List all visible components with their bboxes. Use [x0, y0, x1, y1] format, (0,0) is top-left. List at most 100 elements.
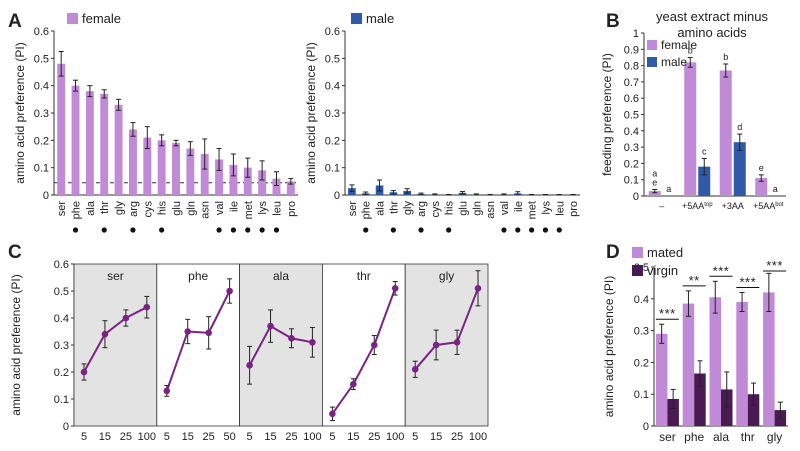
- b-bar-male-1: [698, 166, 711, 196]
- c-y-tick-label: 0.4: [54, 313, 69, 325]
- panel-label-c: C: [8, 242, 22, 263]
- c-point-thr-100: [391, 285, 399, 292]
- a-female-bar-ala: [85, 91, 94, 195]
- a-male-essential-dot-his: [446, 227, 452, 233]
- d-y-tick-label: 0.2: [634, 357, 649, 369]
- a-female-bar-glu: [172, 143, 180, 195]
- a-female-bar-arg: [128, 129, 137, 195]
- a-female-bar-ser: [57, 63, 66, 195]
- b-y-tick-label: 1: [633, 28, 639, 40]
- d-legend-label-mated: mated: [647, 245, 683, 260]
- c-x-tick-label-phe-5: 5: [164, 431, 170, 443]
- a-male-essential-dot-ile: [515, 227, 521, 233]
- c-subplot-title-phe: phe: [188, 269, 208, 283]
- c-x-tick-label-ala-5: 5: [247, 431, 253, 443]
- a-male-x-tick-label-thr: thr: [388, 201, 400, 214]
- a-female-x-tick-label-val: val: [214, 201, 226, 215]
- a-male-essential-dot-val: [501, 227, 507, 233]
- d-y-tick-label: 0: [643, 421, 649, 433]
- b-letter-female-3: e: [759, 163, 764, 173]
- b-bar-female-0: [648, 191, 661, 196]
- d-y-tick-label: 0.3: [634, 326, 649, 338]
- c-x-tick-label-gly-15: 15: [430, 431, 442, 443]
- c-y-tick-label: 0.1: [54, 394, 69, 406]
- a-male-legend-swatch: [351, 13, 362, 24]
- c-line-ala: [248, 324, 313, 366]
- a-male-x-tick-label-arg: arg: [416, 201, 428, 217]
- a-female-x-tick-label-ser: ser: [56, 201, 68, 217]
- c-point-ser-100: [143, 303, 151, 311]
- a-male-essential-dot-lys: [542, 227, 549, 233]
- c-y-tick-label: 0.2: [54, 367, 69, 379]
- d-bar-virgin-thr: [747, 394, 760, 426]
- c-subplot-frame-phe: [156, 263, 241, 427]
- d-y-tick-label: 0.1: [634, 389, 649, 401]
- c-subplot-title-ser: ser: [107, 269, 124, 283]
- a-female-essential-dot-lys: [259, 227, 265, 233]
- a-male-y-tick-label: 0.3: [325, 108, 340, 120]
- panel-label-d: D: [606, 242, 620, 263]
- a-female-essential-dot-thr: [101, 227, 107, 233]
- a-female-bar-phe: [71, 85, 80, 195]
- a-male-essential-dot-arg: [418, 227, 424, 233]
- b-letter-female-0: a: [652, 168, 657, 178]
- a-female-bar-met: [243, 167, 252, 195]
- d-y-axis-label: amino acid preference (PI): [602, 276, 616, 417]
- c-line-thr: [331, 287, 397, 415]
- a-female-x-tick-label-met: met: [243, 201, 255, 219]
- a-female-y-tick-label: 0: [43, 190, 49, 202]
- c-subplot-title-thr: thr: [357, 269, 371, 283]
- b-letter-female-1: b: [688, 45, 693, 55]
- c-x-tick-label-gly-100: 100: [469, 431, 487, 443]
- b-bar-female-3: [755, 178, 768, 196]
- a-female-x-tick-label-asn: asn: [200, 201, 212, 219]
- c-point-gly-100: [474, 285, 482, 292]
- a-male-y-tick-label: 0.6: [325, 26, 340, 38]
- c-point-thr-15: [350, 380, 357, 388]
- d-x-tick-label-thr: thr: [741, 430, 755, 444]
- b-letter-male-1: c: [702, 147, 707, 157]
- a-male-x-tick-label-phe: phe: [361, 201, 373, 219]
- b-y-tick-label: 0.1: [624, 175, 639, 187]
- d-legend-swatch-virgin: [632, 265, 643, 276]
- b-letter-male-0: a: [666, 184, 671, 194]
- b-bar-male-2: [733, 142, 746, 196]
- c-x-tick-label-ser-25: 25: [120, 431, 132, 443]
- a-female-bar-ile: [229, 164, 238, 195]
- c-point-gly-25: [453, 339, 461, 346]
- b-legend-swatch-male: [647, 57, 657, 67]
- c-line-ser: [83, 306, 148, 373]
- a-female-y-tick-label: 0.5: [34, 53, 49, 65]
- c-point-thr-5: [329, 410, 336, 418]
- d-x-tick-label-ser: ser: [659, 430, 676, 444]
- d-x-tick-label-gly: gly: [767, 430, 782, 444]
- b-legend-label-female: female: [661, 38, 697, 52]
- a-male-x-tick-label-gln: gln: [471, 201, 483, 216]
- a-female-x-tick-label-cys: cys: [142, 201, 154, 218]
- a-female-bar-thr: [100, 93, 109, 195]
- a-male-x-tick-label-leu: leu: [554, 201, 566, 216]
- b-y-tick-label: 0.5: [624, 110, 639, 122]
- b-letter-male-3: a: [773, 184, 778, 194]
- a-male-essential-dot-phe: [363, 227, 369, 233]
- a-male-x-tick-label-glu: glu: [458, 201, 470, 216]
- c-x-tick-label-ser-15: 15: [99, 431, 111, 443]
- b-y-tick-label: 0.2: [624, 158, 639, 170]
- b-x-tick-label-1: +5AAtop: [682, 201, 713, 211]
- d-significance-ser: ***: [659, 306, 676, 321]
- b-bar-female-1: [684, 62, 697, 197]
- a-female-essential-dot-his: [159, 227, 165, 233]
- a-female-y-tick-label: 0.6: [34, 26, 49, 38]
- a-male-x-tick-label-ile: ile: [513, 201, 525, 212]
- c-x-tick-label-ala-15: 15: [264, 431, 276, 443]
- c-x-tick-label-thr-25: 25: [368, 431, 380, 443]
- c-y-tick-label: 0.3: [54, 340, 69, 352]
- a-female-x-tick-label-thr: thr: [99, 201, 111, 214]
- a-male-y-tick-label: 0.4: [325, 81, 340, 93]
- c-point-ala-15: [267, 322, 274, 330]
- a-female-bar-val: [215, 159, 224, 195]
- c-point-phe-15: [184, 328, 192, 335]
- a-female-y-tick-label: 0.4: [34, 81, 49, 93]
- a-female-y-tick-label: 0.1: [34, 163, 49, 175]
- a-female-x-tick-label-leu: leu: [271, 201, 283, 216]
